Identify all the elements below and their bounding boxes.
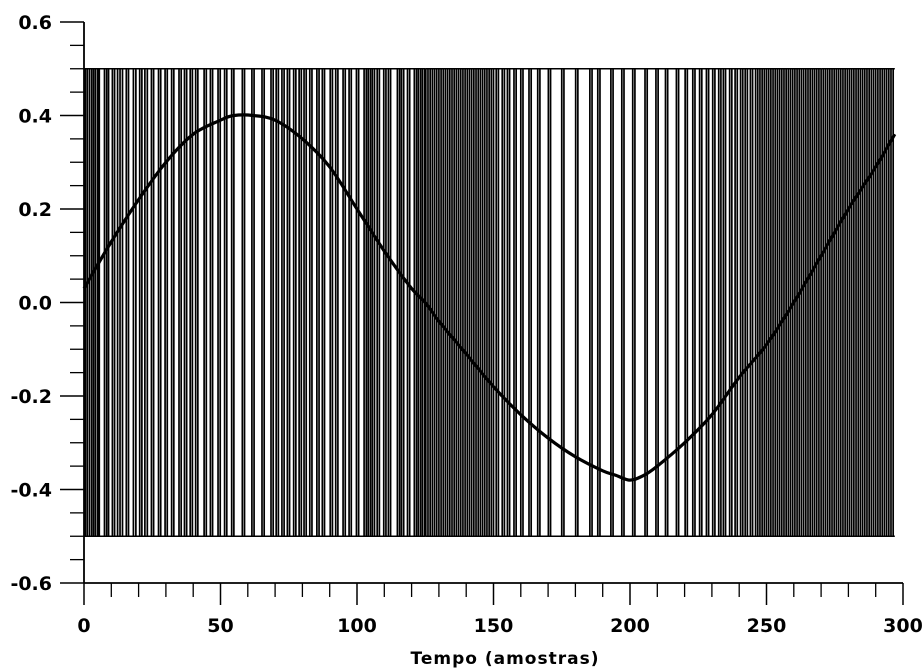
x-tick-label: 150 — [474, 615, 514, 637]
y-tick-label: 0.4 — [18, 106, 52, 128]
y-tick-label: -0.6 — [10, 573, 52, 595]
signal-curve — [82, 113, 897, 482]
x-tick-label: 300 — [883, 615, 923, 637]
y-tick-label: 0.6 — [18, 12, 52, 34]
plot-area — [82, 67, 897, 538]
x-tick-label: 250 — [747, 615, 787, 637]
x-tick-label: 100 — [337, 615, 377, 637]
y-tick-label: -0.4 — [10, 480, 52, 502]
x-tick-label: 50 — [207, 615, 233, 637]
y-tick-label: 0.0 — [18, 293, 52, 315]
x-tick-label: 200 — [610, 615, 650, 637]
x-axis-title: Tempo (amostras) — [411, 649, 600, 669]
x-tick-label: 0 — [77, 615, 90, 637]
y-tick-label: 0.2 — [18, 199, 52, 221]
axes: -0.6 -0.4 -0.2 0.0 0.2 0.4 0.6 0 50 100 150 200 250 3… — [10, 12, 922, 637]
y-tick-label: -0.2 — [10, 386, 52, 408]
